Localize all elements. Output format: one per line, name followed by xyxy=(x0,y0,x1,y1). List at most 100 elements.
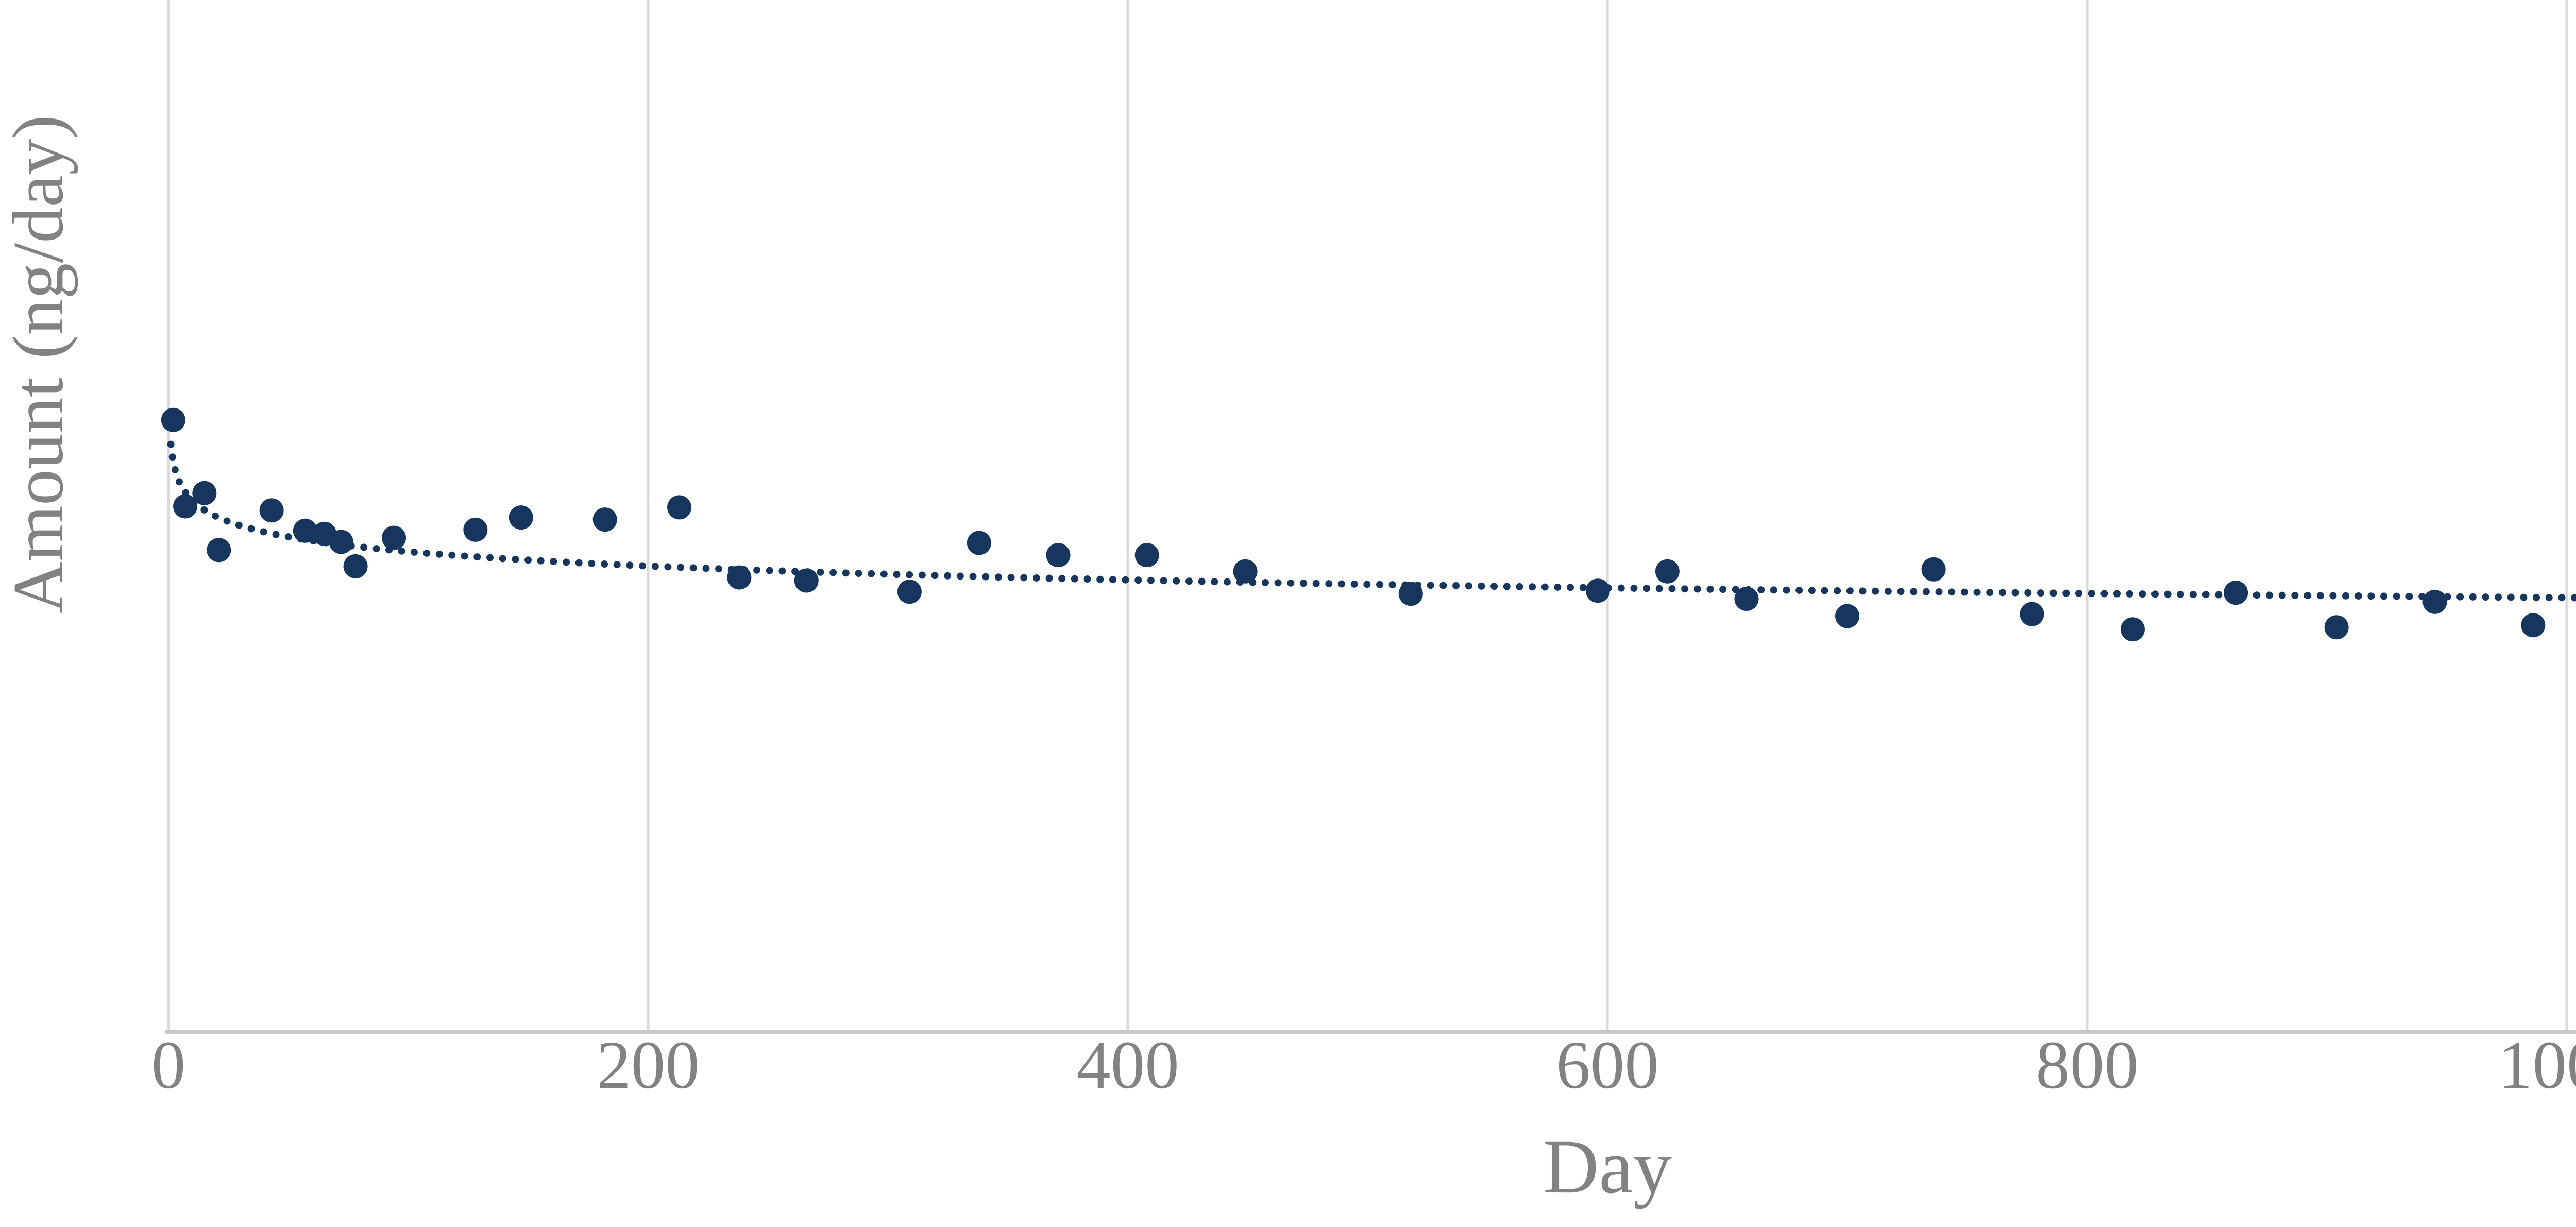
trendline-dot xyxy=(461,552,468,560)
trendline-dot xyxy=(982,573,990,581)
trendline-dot xyxy=(1617,584,1625,592)
trendline-dot xyxy=(766,567,773,574)
trendline-dot xyxy=(2405,592,2413,600)
trendline-dot xyxy=(613,561,621,569)
trendline-dot xyxy=(1770,586,1777,594)
trendline-dot xyxy=(2126,590,2133,598)
trendline-dot xyxy=(1960,588,1968,596)
trendline-dot xyxy=(473,553,481,561)
data-points xyxy=(161,407,2546,642)
trendline-dot xyxy=(1948,588,1956,596)
trendline-dot xyxy=(956,572,964,580)
trendline-dot xyxy=(2329,592,2337,600)
trendline-dot xyxy=(1922,588,1930,595)
trendline-dot xyxy=(1719,586,1727,593)
trendline-dot xyxy=(563,558,570,566)
trendline-dot xyxy=(284,533,292,541)
trendline-dot xyxy=(1363,581,1371,588)
trendline-dot xyxy=(398,547,405,555)
trendline-dot xyxy=(2062,589,2070,597)
trendline-dot xyxy=(260,528,267,536)
trendline-dot xyxy=(588,559,596,567)
trendline-dot xyxy=(1910,588,1918,595)
trendline-dot xyxy=(1872,587,1879,595)
trendline-dot xyxy=(2278,591,2286,599)
trendline-dot xyxy=(931,572,939,580)
trendline-dot xyxy=(906,571,913,578)
trendline-dot xyxy=(715,565,723,573)
trendline-dot xyxy=(1986,589,1994,597)
trendline-dot xyxy=(2507,593,2515,601)
trendline-dot xyxy=(1541,583,1549,591)
data-point xyxy=(1734,587,1759,611)
trendline-dot xyxy=(1681,585,1689,593)
trendline-dot xyxy=(1884,587,1892,595)
trendline-dot xyxy=(1376,581,1384,588)
trendline-dot xyxy=(1579,584,1587,591)
trendline-dot xyxy=(550,558,557,566)
trendline-dot xyxy=(2495,593,2502,601)
trendline-dot xyxy=(2482,593,2489,601)
trendline-dot xyxy=(2088,590,2095,598)
trendline-dot xyxy=(1897,588,1905,595)
trendline-dot xyxy=(524,556,532,564)
trendline-dot xyxy=(1350,580,1358,588)
trendline-dot xyxy=(423,549,431,557)
trendline-dot xyxy=(1821,587,1828,594)
trendline-dot xyxy=(1439,582,1447,589)
trendline-dot xyxy=(2253,591,2261,599)
trendline xyxy=(167,440,2576,602)
trendline-dot xyxy=(512,555,519,563)
trendline-dot xyxy=(1274,579,1282,587)
trendline-dot xyxy=(2316,592,2324,600)
trendline-dot xyxy=(2545,594,2553,602)
trendline-dot xyxy=(1096,575,1104,583)
trendline-dot xyxy=(575,559,583,567)
data-point xyxy=(667,495,692,520)
trendline-dot xyxy=(1757,586,1765,594)
trendline-dot xyxy=(1325,580,1333,588)
data-point xyxy=(897,580,922,604)
trendline-dot xyxy=(664,563,672,571)
trendline-dot xyxy=(1427,582,1434,589)
trendline-dot xyxy=(410,548,418,556)
x-tick-label: 200 xyxy=(597,1027,700,1103)
trendline-dot xyxy=(168,453,176,461)
trendline-dot xyxy=(639,562,647,570)
trendline-dot xyxy=(171,466,179,474)
trendline-dot xyxy=(2456,593,2464,601)
trendline-dot xyxy=(2304,592,2312,600)
data-point xyxy=(1585,578,1610,603)
gridlines xyxy=(167,0,2568,1032)
trendline-dot xyxy=(1846,587,1854,595)
x-axis-title: Day xyxy=(1543,1124,1672,1209)
x-tick-label: 600 xyxy=(1556,1027,1659,1103)
trendline-dot xyxy=(2024,589,2032,597)
data-point xyxy=(794,568,819,593)
trendline-dot xyxy=(2037,589,2044,597)
trendline-dot xyxy=(1808,587,1816,594)
trendline-dot xyxy=(1337,580,1345,588)
trendline-dot xyxy=(1223,578,1231,586)
trendline-dot xyxy=(2113,590,2121,598)
trendline-dot xyxy=(1998,589,2006,597)
data-point xyxy=(161,407,185,432)
data-point xyxy=(207,538,231,563)
data-point xyxy=(259,498,284,523)
trendline-dot xyxy=(2075,589,2082,597)
trendline-dot xyxy=(1490,583,1498,590)
trendline-dot xyxy=(1388,581,1396,589)
trendline-dot xyxy=(1020,574,1028,582)
trendline-dot xyxy=(499,555,506,563)
trendline-dot xyxy=(918,571,926,579)
trendline-dot xyxy=(855,570,862,577)
data-point xyxy=(2521,613,2546,638)
trendline-dot xyxy=(1312,580,1320,587)
trendline-dot xyxy=(2393,592,2400,600)
x-tick-label: 800 xyxy=(2036,1027,2139,1103)
trendline-dot xyxy=(2469,593,2477,601)
data-point xyxy=(2422,589,2447,614)
trendline-dot xyxy=(1007,573,1015,581)
trendline-dot xyxy=(372,545,380,553)
